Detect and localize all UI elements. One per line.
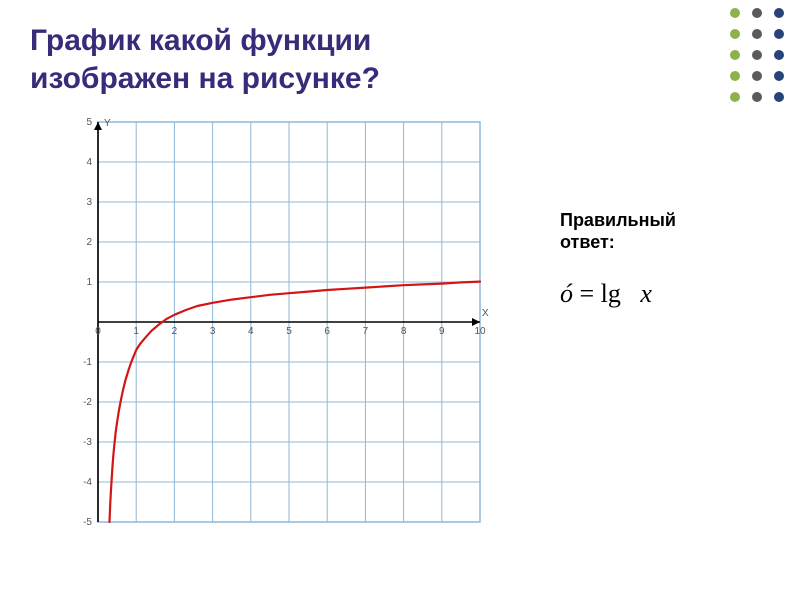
svg-text:X: X xyxy=(482,308,489,319)
answer-label: Правильный ответ: xyxy=(560,210,770,253)
dot xyxy=(730,29,740,39)
svg-text:2: 2 xyxy=(86,237,92,248)
dot-column xyxy=(752,8,762,102)
dot xyxy=(774,71,784,81)
svg-text:4: 4 xyxy=(86,157,92,168)
svg-text:2: 2 xyxy=(172,326,178,337)
dot-column xyxy=(730,8,740,102)
formula-lhs: ó xyxy=(560,279,573,308)
dot xyxy=(752,71,762,81)
svg-text:-5: -5 xyxy=(83,517,92,528)
svg-text:-1: -1 xyxy=(83,357,92,368)
dot xyxy=(752,8,762,18)
dot xyxy=(774,92,784,102)
dot xyxy=(730,8,740,18)
svg-text:-2: -2 xyxy=(83,397,92,408)
svg-text:-4: -4 xyxy=(83,477,92,488)
svg-text:3: 3 xyxy=(86,197,92,208)
svg-text:4: 4 xyxy=(248,326,254,337)
chart-container: X Y 0 1 2 3 4 5 6 7 8 9 10 -5 -4 -3 -2 -1 1 2 3 4 5 xyxy=(70,112,490,537)
svg-text:-3: -3 xyxy=(83,437,92,448)
dot xyxy=(730,92,740,102)
dot xyxy=(774,8,784,18)
formula-arg: x xyxy=(640,279,652,308)
answer-formula: ó = lg x xyxy=(560,279,770,309)
svg-text:0: 0 xyxy=(95,326,101,337)
svg-text:7: 7 xyxy=(363,326,369,337)
dot xyxy=(752,50,762,60)
dot xyxy=(774,50,784,60)
formula-eq: = xyxy=(580,279,595,308)
dot xyxy=(730,71,740,81)
svg-text:6: 6 xyxy=(324,326,330,337)
svg-text:3: 3 xyxy=(210,326,216,337)
svg-text:5: 5 xyxy=(86,117,92,128)
svg-text:10: 10 xyxy=(474,326,486,337)
svg-text:8: 8 xyxy=(401,326,407,337)
dot-column xyxy=(774,8,784,102)
slide: График какой функции изображен на рисунк… xyxy=(0,0,800,600)
dot xyxy=(730,50,740,60)
dot xyxy=(752,92,762,102)
dot xyxy=(774,29,784,39)
svg-text:1: 1 xyxy=(86,277,92,288)
formula-op: lg xyxy=(601,279,621,308)
svg-text:9: 9 xyxy=(439,326,445,337)
answer-block: Правильный ответ: ó = lg x xyxy=(560,210,770,309)
svg-text:5: 5 xyxy=(286,326,292,337)
svg-text:1: 1 xyxy=(133,326,139,337)
svg-text:Y: Y xyxy=(104,118,111,129)
dot xyxy=(752,29,762,39)
function-chart: X Y 0 1 2 3 4 5 6 7 8 9 10 -5 -4 -3 -2 -1 1 2 3 4 5 xyxy=(70,112,490,532)
question-title: График какой функции изображен на рисунк… xyxy=(30,22,380,97)
